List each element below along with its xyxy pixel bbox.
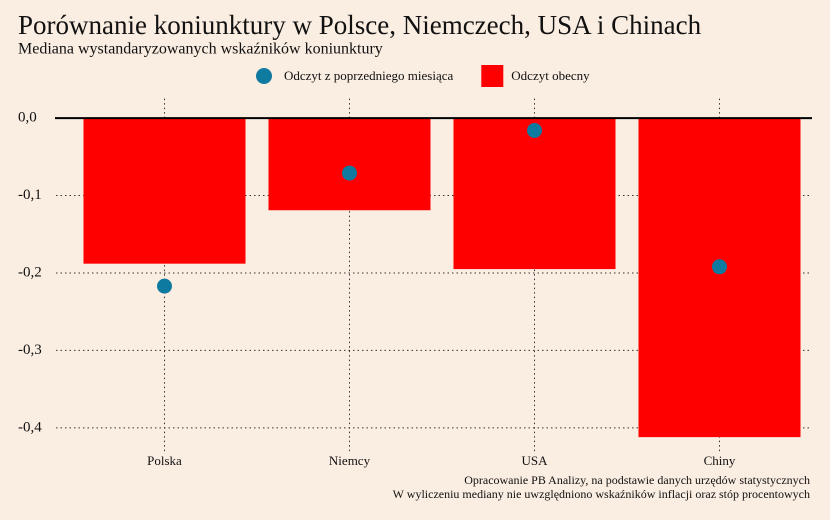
note: W wyliczeniu mediany nie uwzględniono ws… xyxy=(393,487,810,501)
note: Opracowanie PB Analizy, na podstawie dan… xyxy=(464,473,810,487)
bar xyxy=(453,118,616,270)
y-tick-label: -0,2 xyxy=(18,264,42,280)
legend-label: Odczyt z poprzedniego miesiąca xyxy=(284,68,454,83)
x-tick-label: Chiny xyxy=(704,453,736,468)
bar xyxy=(83,118,246,264)
x-tick-label: Niemcy xyxy=(329,453,371,468)
bar xyxy=(268,118,431,211)
dot xyxy=(342,165,357,181)
y-tick-label: 0,0 xyxy=(18,110,37,126)
x-tick-label: Polska xyxy=(147,453,182,468)
y-tick-label: -0,1 xyxy=(18,187,42,203)
y-tick-label: -0,4 xyxy=(18,419,42,435)
chart-subtitle: Mediana wystandaryzowanych wskaźników ko… xyxy=(18,41,383,58)
legend-marker xyxy=(256,68,272,84)
x-tick-label: USA xyxy=(521,453,548,468)
bar xyxy=(638,118,801,438)
chart-title: Porównanie koniunktury w Polsce, Niemcze… xyxy=(18,10,702,40)
dot xyxy=(157,278,172,294)
legend-marker xyxy=(481,65,504,87)
dot xyxy=(527,122,542,138)
legend-label: Odczyt obecny xyxy=(511,68,590,83)
dot xyxy=(712,259,727,275)
y-tick-label: -0,3 xyxy=(18,342,42,358)
